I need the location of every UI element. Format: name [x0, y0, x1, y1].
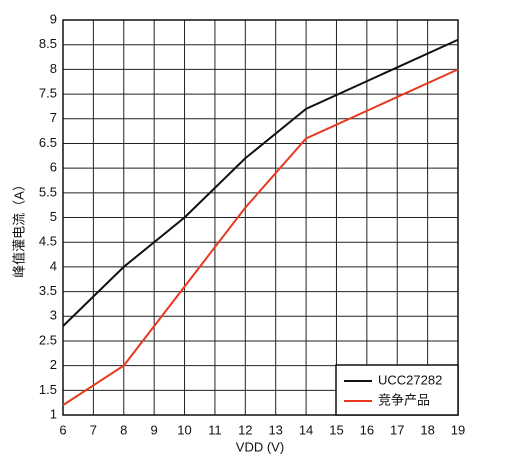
x-tick-label: 13 — [268, 422, 282, 437]
x-tick-label: 11 — [208, 422, 222, 437]
y-tick-label: 7.5 — [39, 86, 57, 101]
y-tick-label: 1 — [50, 406, 57, 421]
y-tick-label: 3.5 — [39, 283, 57, 298]
y-tick-label: 1.5 — [39, 382, 57, 397]
x-tick-label: 14 — [299, 422, 313, 437]
series-line — [62, 68, 459, 406]
x-tick-label: 17 — [390, 422, 404, 437]
legend-label: 竞争产品 — [378, 392, 430, 407]
x-tick-label: 9 — [151, 422, 158, 437]
x-tick-label: 18 — [420, 422, 434, 437]
y-tick-label: 2 — [50, 357, 57, 372]
y-tick-label: 9 — [50, 11, 57, 26]
y-tick-label: 4 — [50, 258, 57, 273]
legend-box — [335, 364, 459, 416]
y-tick-label: 6 — [50, 160, 57, 175]
y-axis-label: 峰值灌电流（A） — [11, 178, 26, 278]
x-tick-label: 15 — [329, 422, 343, 437]
y-tick-label: 7 — [50, 110, 57, 125]
legend-label: UCC27282 — [378, 372, 442, 387]
plot-frame — [62, 19, 459, 416]
x-tick-label: 19 — [451, 422, 465, 437]
y-tick-label: 6.5 — [39, 135, 57, 150]
x-tick-label: 16 — [360, 422, 374, 437]
series-line — [62, 38, 459, 327]
y-tick-label: 3 — [50, 308, 57, 323]
x-tick-label: 12 — [238, 422, 252, 437]
x-tick-label: 10 — [177, 422, 191, 437]
x-tick-label: 8 — [120, 422, 127, 437]
x-axis-label: VDD (V) — [236, 439, 284, 454]
y-tick-label: 4.5 — [39, 234, 57, 249]
y-tick-label: 8 — [50, 61, 57, 76]
y-tick-label: 5 — [50, 209, 57, 224]
x-tick-label: 7 — [90, 422, 97, 437]
y-tick-label: 2.5 — [39, 332, 57, 347]
y-tick-label: 5.5 — [39, 184, 57, 199]
x-tick-label: 6 — [59, 422, 66, 437]
y-tick-label: 8.5 — [39, 36, 57, 51]
